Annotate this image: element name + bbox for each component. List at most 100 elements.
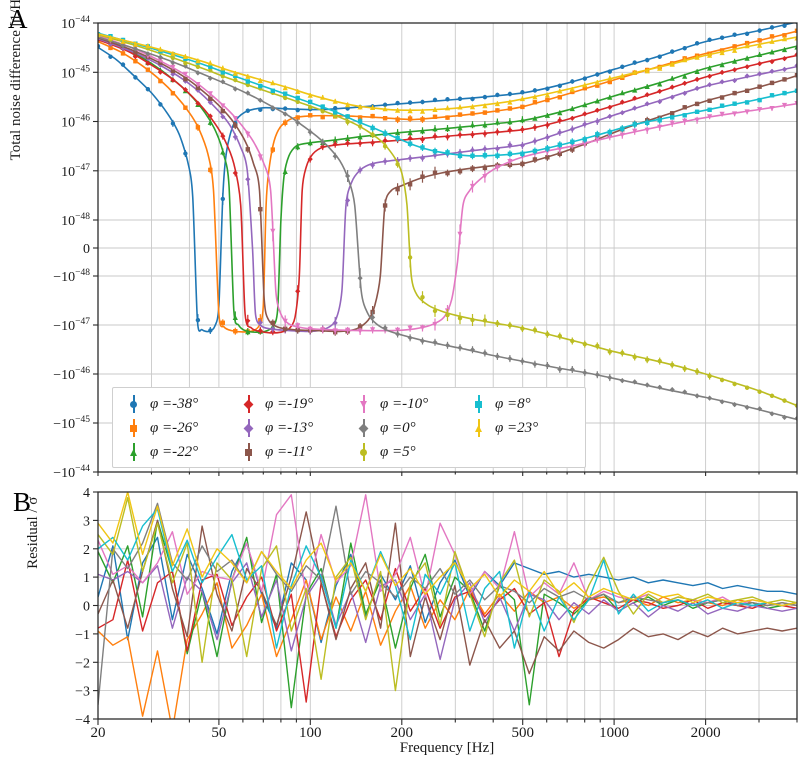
data-marker [232,134,238,140]
data-marker [781,56,788,62]
data-marker [632,354,637,360]
data-marker [283,95,288,101]
data-marker [644,83,650,89]
data-marker [395,117,400,122]
data-marker [782,23,787,28]
data-marker [582,82,588,88]
data-marker [170,68,176,74]
series-line-6 [98,35,797,332]
data-marker [781,66,788,72]
data-marker [207,75,213,81]
data-marker [757,71,763,77]
data-marker [120,51,126,56]
data-marker [507,127,513,133]
data-marker [432,321,438,328]
data-marker [632,105,638,111]
data-marker [494,100,500,107]
data-marker [158,78,163,84]
data-marker [507,323,513,328]
data-marker [544,112,550,118]
data-marker [669,75,675,81]
data-marker [494,353,500,359]
data-marker [694,41,700,46]
data-marker [345,119,350,125]
data-marker [619,99,625,105]
data-marker [457,112,463,117]
data-marker [595,72,600,77]
data-marker [332,141,338,147]
tick-label: 0 [83,242,90,257]
legend-label: φ =-19° [265,395,314,412]
legend-item: φ =0° [349,416,464,440]
data-marker [208,96,213,101]
data-marker [619,132,625,138]
data-marker [370,132,375,137]
data-marker [420,174,425,179]
data-marker [407,135,413,141]
data-marker [569,86,575,92]
data-marker [232,116,238,122]
data-marker [469,183,476,190]
data-marker [282,85,288,91]
data-marker [619,110,625,116]
axis-ticks [93,22,798,725]
data-marker [220,196,225,202]
data-marker [682,118,688,124]
data-marker [295,99,300,105]
data-marker [257,154,263,160]
data-marker [183,76,188,82]
data-marker [307,140,313,146]
data-marker [494,119,500,125]
data-marker [457,153,463,158]
data-marker [682,73,688,79]
data-marker [744,88,750,93]
data-marker [707,114,713,120]
data-marker [757,84,762,89]
data-marker [182,53,188,59]
data-marker [682,57,688,63]
data-marker [445,312,450,318]
data-marker [357,167,363,173]
data-marker [420,295,425,300]
legend-item: φ =-22° [119,440,234,464]
data-marker [307,326,313,332]
data-marker [495,321,500,326]
series-markers-10 [98,31,797,114]
data-marker [445,115,450,120]
legend-label: φ =-13° [265,419,314,436]
data-marker [407,155,413,161]
data-marker [794,101,797,107]
data-marker [657,124,663,130]
data-marker [570,89,575,95]
data-marker [495,108,500,113]
data-marker [382,203,388,208]
data-marker [507,356,513,362]
data-marker [782,77,787,82]
data-marker [719,399,725,405]
residual-line-8 [98,497,797,692]
data-marker [307,92,313,98]
data-marker [669,84,675,90]
data-marker [245,79,250,84]
data-marker [594,79,600,85]
data-marker [495,92,500,98]
data-marker [519,142,525,148]
data-marker [532,88,538,93]
data-marker [757,38,762,43]
data-marker [645,120,650,125]
data-marker [744,100,750,105]
data-marker [757,406,763,412]
data-marker [407,108,413,114]
data-marker [719,69,725,75]
series-line-8 [98,33,797,407]
data-marker [469,122,476,128]
data-marker [170,121,176,126]
y-axis-label-a: Total noise difference [1/Hz] [8,0,24,161]
data-marker [395,187,400,192]
data-marker [582,137,587,142]
data-marker [532,157,538,162]
data-marker [245,108,250,113]
data-marker [669,94,675,100]
legend-errorbar-marker-icon [472,419,486,437]
data-marker [470,166,475,171]
